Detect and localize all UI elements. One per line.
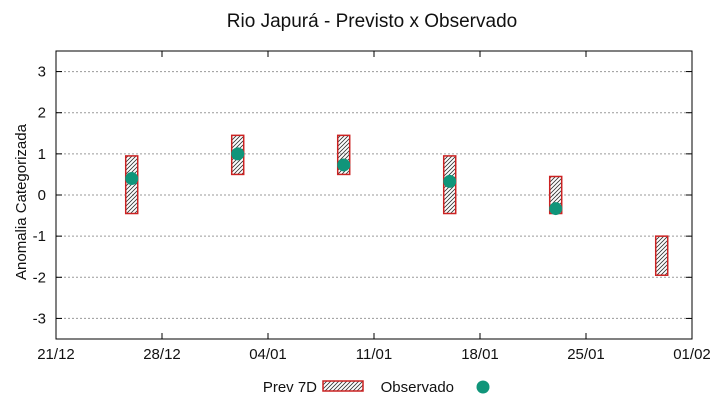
plot-frame xyxy=(55,50,693,340)
observado-point xyxy=(125,172,139,186)
x-tick-label: 21/12 xyxy=(37,346,75,363)
y-tick-label: 2 xyxy=(38,105,46,122)
prev-7d-series xyxy=(124,134,669,276)
legend-swatch-prev-7d xyxy=(322,380,364,392)
prev-7d-box xyxy=(654,235,669,276)
y-tick-label: -1 xyxy=(33,228,46,245)
y-tick-label: 0 xyxy=(38,187,46,204)
chart-title: Rio Japurá - Previsto x Observado xyxy=(227,11,517,32)
observado-point xyxy=(443,174,457,188)
legend-label-prev-7d: Prev 7D xyxy=(263,379,317,396)
x-tick-label: 18/01 xyxy=(461,346,499,363)
y-tick-label: -2 xyxy=(33,269,46,286)
y-axis-label: Anomalia Categorizada xyxy=(13,123,30,280)
x-tick-label: 11/01 xyxy=(356,346,392,363)
legend-marker-observado xyxy=(476,380,490,394)
x-tick-label: 04/01 xyxy=(249,346,287,363)
grid xyxy=(56,71,692,319)
y-axis: -3 -2 -1 0 1 2 3 xyxy=(33,64,692,327)
x-tick-label: 28/12 xyxy=(143,346,181,363)
observado-point xyxy=(231,147,245,161)
x-tick-label: 01/02 xyxy=(673,346,711,363)
y-tick-label: -3 xyxy=(33,310,46,327)
legend: Prev 7D Observado xyxy=(263,379,490,396)
y-tick-label: 3 xyxy=(38,64,46,81)
observado-point xyxy=(337,158,351,172)
x-tick-label: 25/01 xyxy=(567,346,605,363)
observado-point xyxy=(549,202,563,216)
legend-label-observado: Observado xyxy=(381,379,454,396)
y-tick-label: 1 xyxy=(38,146,46,163)
observado-series xyxy=(125,147,563,216)
x-axis: 21/12 28/12 04/01 11/01 18/01 25/01 01/02 xyxy=(37,51,711,363)
